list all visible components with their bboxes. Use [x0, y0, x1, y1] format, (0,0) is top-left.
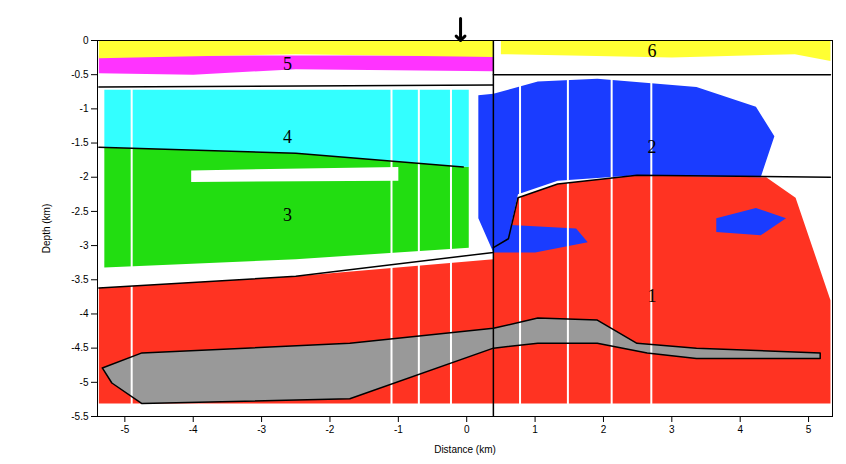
svg-text:2: 2: [601, 424, 607, 435]
svg-text:-5.5: -5.5: [71, 411, 89, 422]
svg-text:-4.5: -4.5: [71, 342, 89, 353]
svg-text:-5: -5: [80, 377, 89, 388]
svg-text:Depth (km): Depth (km): [41, 204, 52, 253]
svg-text:-5: -5: [120, 424, 129, 435]
svg-text:1: 1: [647, 286, 656, 306]
svg-text:Distance (km): Distance (km): [434, 444, 496, 455]
svg-text:4: 4: [737, 424, 743, 435]
svg-text:2: 2: [647, 137, 656, 157]
svg-text:5: 5: [283, 54, 292, 74]
svg-text:3: 3: [283, 205, 292, 225]
svg-text:-3: -3: [80, 240, 89, 251]
svg-text:4: 4: [283, 127, 292, 147]
svg-text:-3.5: -3.5: [71, 274, 89, 285]
svg-text:1: 1: [532, 424, 538, 435]
svg-text:5: 5: [806, 424, 812, 435]
svg-text:-4: -4: [80, 308, 89, 319]
svg-text:6: 6: [647, 41, 656, 61]
svg-text:-1.5: -1.5: [71, 137, 89, 148]
svg-text:-4: -4: [189, 424, 198, 435]
svg-text:-3: -3: [257, 424, 266, 435]
svg-text:3: 3: [669, 424, 675, 435]
svg-text:-0.5: -0.5: [71, 69, 89, 80]
svg-text:0: 0: [464, 424, 470, 435]
svg-text:-2.5: -2.5: [71, 206, 89, 217]
svg-text:-2: -2: [80, 171, 89, 182]
svg-text:-1: -1: [80, 103, 89, 114]
svg-text:0: 0: [83, 35, 89, 46]
svg-text:-1: -1: [394, 424, 403, 435]
svg-text:-2: -2: [326, 424, 335, 435]
